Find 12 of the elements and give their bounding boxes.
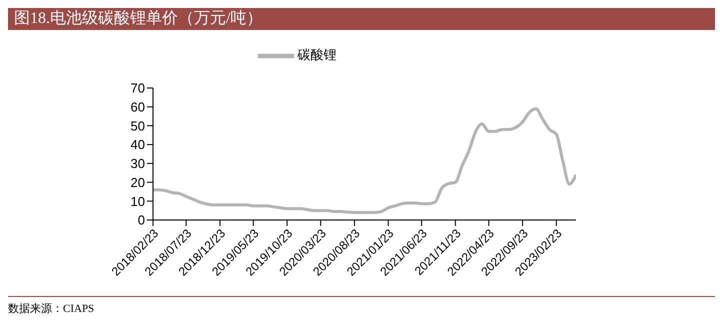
chart-title: 图18.电池级碳酸锂单价（万元/吨） (8, 8, 715, 30)
source-note: 数据来源：CIAPS (8, 302, 96, 316)
legend-label: 碳酸锂 (298, 46, 336, 62)
y-tick-label: 20 (130, 174, 145, 190)
y-tick-label: 30 (130, 156, 145, 172)
y-tick-label: 0 (138, 212, 145, 228)
y-tick-label: 60 (130, 99, 145, 114)
y-tick-label: 40 (130, 137, 145, 152)
line-series (153, 107, 576, 214)
y-tick-label: 10 (130, 194, 145, 209)
y-tick-label: 70 (130, 80, 145, 96)
y-tick-label: 50 (130, 118, 145, 134)
